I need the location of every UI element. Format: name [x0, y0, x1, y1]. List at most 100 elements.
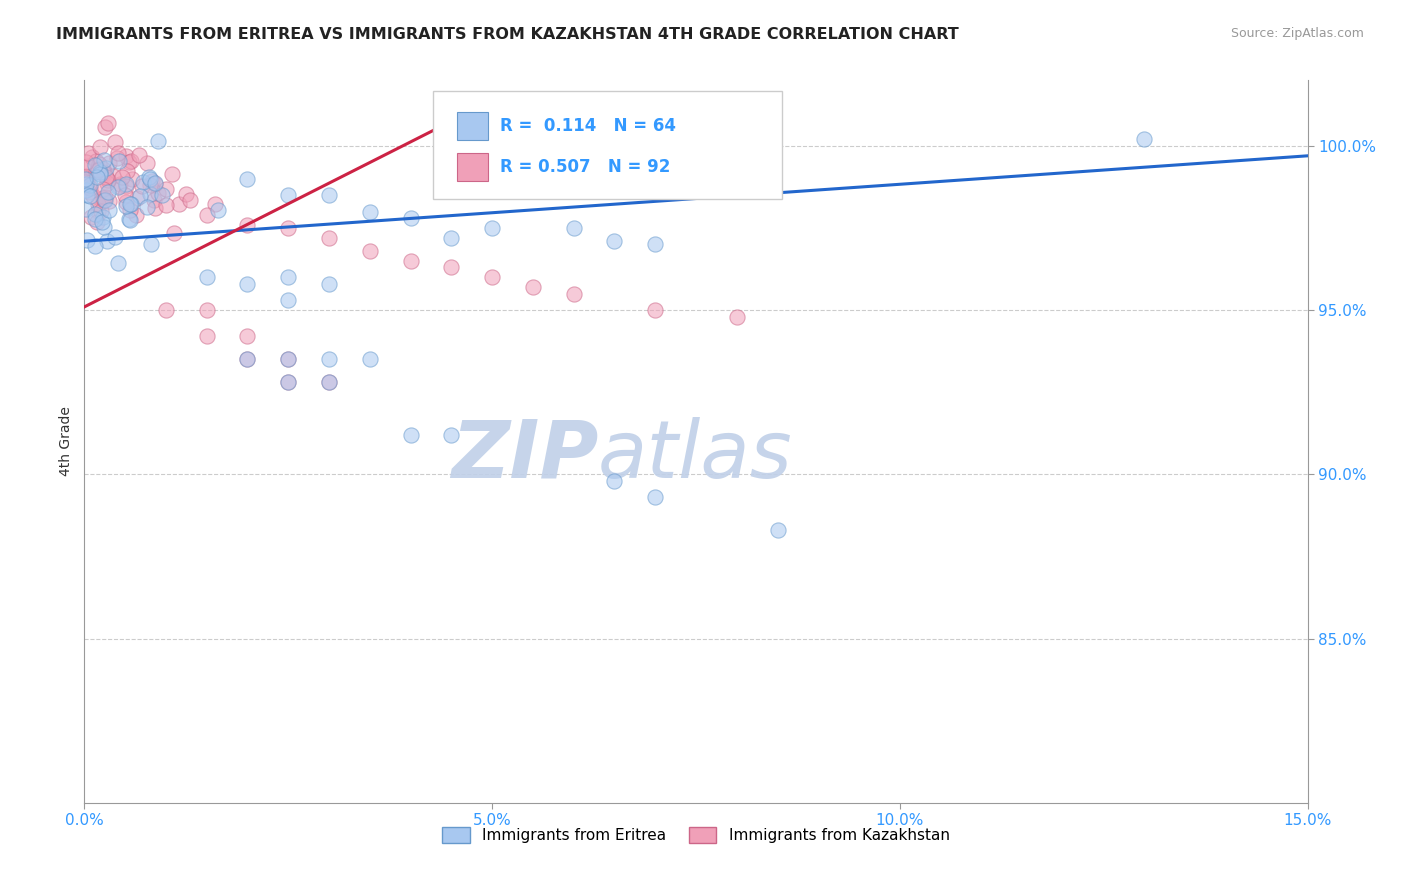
Point	[277, 293, 299, 308]
Point	[277, 352, 299, 367]
Point	[75, 155, 97, 169]
Point	[318, 352, 340, 367]
Point	[145, 176, 167, 190]
Point	[176, 187, 198, 202]
Point	[93, 193, 115, 207]
Point	[204, 197, 226, 211]
Point	[75, 177, 97, 191]
Point	[107, 180, 129, 194]
Point	[155, 303, 177, 318]
Point	[94, 120, 117, 134]
Point	[115, 178, 138, 193]
Point	[120, 154, 142, 169]
Point	[766, 523, 789, 537]
Point	[79, 178, 101, 192]
Point	[127, 191, 149, 205]
Point	[562, 286, 585, 301]
Point	[141, 174, 163, 188]
Point	[118, 196, 141, 211]
Point	[139, 186, 162, 201]
Point	[94, 190, 117, 204]
Point	[277, 188, 299, 202]
Point	[114, 188, 136, 202]
Point	[107, 256, 129, 270]
Y-axis label: 4th Grade: 4th Grade	[59, 407, 73, 476]
Point	[93, 219, 115, 234]
Point	[236, 218, 259, 232]
Point	[91, 210, 114, 224]
Point	[77, 179, 100, 194]
Point	[89, 167, 111, 181]
Point	[481, 270, 503, 285]
Point	[89, 139, 111, 153]
Point	[160, 167, 183, 181]
Point	[644, 491, 666, 505]
Point	[97, 185, 120, 199]
Point	[1133, 132, 1156, 146]
Point	[115, 195, 138, 210]
Point	[75, 176, 97, 190]
Point	[77, 145, 100, 160]
Point	[111, 169, 134, 184]
Point	[120, 212, 142, 227]
Point	[80, 210, 103, 224]
Point	[277, 352, 299, 367]
Point	[114, 177, 136, 191]
Point	[120, 203, 142, 218]
Point	[75, 178, 97, 193]
Point	[75, 169, 97, 183]
Point	[107, 145, 129, 160]
Point	[440, 428, 463, 442]
Point	[79, 181, 101, 195]
Point	[318, 376, 340, 390]
Point	[91, 162, 114, 177]
Point	[399, 254, 422, 268]
Point	[359, 352, 381, 367]
Point	[359, 244, 381, 258]
Point	[96, 169, 118, 184]
Point	[195, 208, 218, 222]
FancyBboxPatch shape	[433, 91, 782, 200]
Point	[118, 154, 141, 169]
Text: IMMIGRANTS FROM ERITREA VS IMMIGRANTS FROM KAZAKHSTAN 4TH GRADE CORRELATION CHAR: IMMIGRANTS FROM ERITREA VS IMMIGRANTS FR…	[56, 27, 959, 42]
Point	[152, 188, 174, 202]
Point	[139, 178, 162, 192]
Point	[236, 171, 259, 186]
Point	[82, 150, 104, 164]
Point	[105, 151, 128, 165]
Text: ZIP: ZIP	[451, 417, 598, 495]
Point	[118, 212, 141, 227]
Legend: Immigrants from Eritrea, Immigrants from Kazakhstan: Immigrants from Eritrea, Immigrants from…	[436, 822, 956, 849]
Point	[236, 352, 259, 367]
Point	[101, 169, 124, 183]
Point	[136, 155, 159, 169]
Point	[132, 175, 155, 189]
Point	[143, 193, 166, 207]
Point	[76, 233, 98, 247]
Point	[94, 166, 117, 180]
Point	[104, 230, 127, 244]
Point	[115, 199, 138, 213]
Point	[155, 182, 177, 196]
Point	[76, 187, 98, 202]
Point	[77, 159, 100, 173]
Point	[481, 221, 503, 235]
Point	[207, 203, 229, 218]
Point	[82, 188, 104, 202]
Point	[108, 179, 131, 194]
Text: Source: ZipAtlas.com: Source: ZipAtlas.com	[1230, 27, 1364, 40]
Point	[277, 270, 299, 285]
Point	[277, 376, 299, 390]
Point	[98, 156, 121, 170]
Point	[148, 186, 170, 201]
Point	[86, 169, 108, 184]
Point	[725, 310, 748, 324]
Point	[75, 202, 97, 216]
Point	[97, 115, 120, 129]
Point	[91, 215, 114, 229]
Point	[77, 185, 100, 199]
Point	[195, 270, 218, 285]
Point	[139, 171, 162, 186]
Point	[76, 172, 98, 186]
Text: atlas: atlas	[598, 417, 793, 495]
